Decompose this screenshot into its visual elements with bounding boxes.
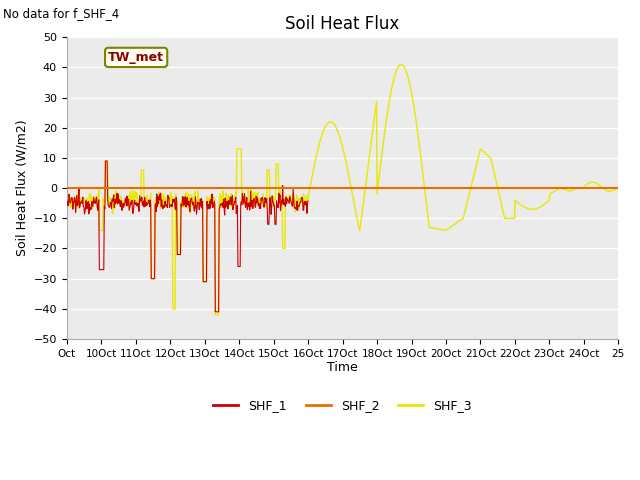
Legend: SHF_1, SHF_2, SHF_3: SHF_1, SHF_2, SHF_3 bbox=[209, 394, 477, 417]
Title: Soil Heat Flux: Soil Heat Flux bbox=[285, 15, 400, 33]
Text: No data for f_SHF_4: No data for f_SHF_4 bbox=[3, 7, 120, 20]
Text: TW_met: TW_met bbox=[108, 51, 164, 64]
Y-axis label: Soil Heat Flux (W/m2): Soil Heat Flux (W/m2) bbox=[15, 120, 28, 256]
X-axis label: Time: Time bbox=[327, 361, 358, 374]
